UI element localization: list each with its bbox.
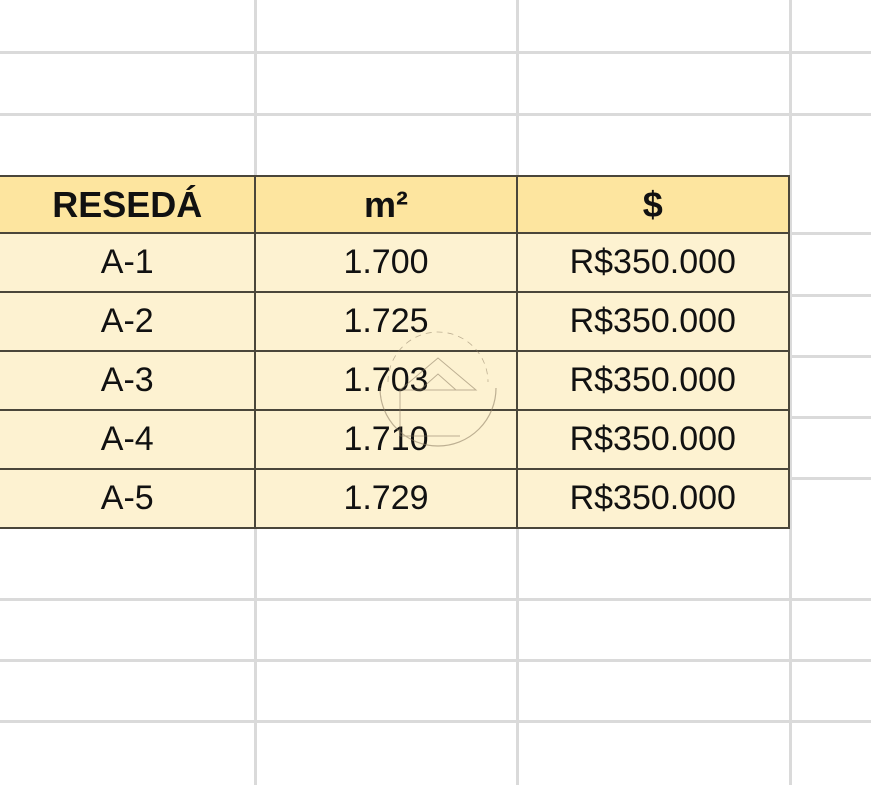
- table-row: A-4 1.710 R$350.000: [0, 409, 791, 470]
- cell-area[interactable]: 1.703: [254, 350, 518, 411]
- cell-lot[interactable]: A-2: [0, 291, 257, 352]
- cell-price[interactable]: R$350.000: [515, 468, 791, 529]
- table-header-row: RESEDÁ m² $: [0, 175, 791, 234]
- cell-area[interactable]: 1.729: [254, 468, 518, 529]
- cell-price[interactable]: R$350.000: [515, 291, 791, 352]
- table-row: A-5 1.729 R$350.000: [0, 468, 791, 529]
- header-cell-area[interactable]: m²: [254, 175, 518, 234]
- grid-row-line: [0, 598, 871, 601]
- grid-row-line: [0, 113, 871, 116]
- grid-row-line: [0, 720, 871, 723]
- grid-column-line: [789, 0, 792, 785]
- cell-area[interactable]: 1.700: [254, 232, 518, 293]
- cell-lot[interactable]: A-3: [0, 350, 257, 411]
- cell-area[interactable]: 1.710: [254, 409, 518, 470]
- cell-price[interactable]: R$350.000: [515, 232, 791, 293]
- price-table: RESEDÁ m² $ A-1 1.700 R$350.000 A-2 1.72…: [0, 175, 791, 529]
- table-row: A-3 1.703 R$350.000: [0, 350, 791, 411]
- header-cell-price[interactable]: $: [515, 175, 791, 234]
- cell-lot[interactable]: A-4: [0, 409, 257, 470]
- table-row: A-2 1.725 R$350.000: [0, 291, 791, 352]
- grid-row-line: [0, 51, 871, 54]
- cell-lot[interactable]: A-5: [0, 468, 257, 529]
- cell-lot[interactable]: A-1: [0, 232, 257, 293]
- table-row: A-1 1.700 R$350.000: [0, 232, 791, 293]
- grid-row-line: [0, 659, 871, 662]
- header-cell-name[interactable]: RESEDÁ: [0, 175, 257, 234]
- cell-price[interactable]: R$350.000: [515, 409, 791, 470]
- cell-price[interactable]: R$350.000: [515, 350, 791, 411]
- cell-area[interactable]: 1.725: [254, 291, 518, 352]
